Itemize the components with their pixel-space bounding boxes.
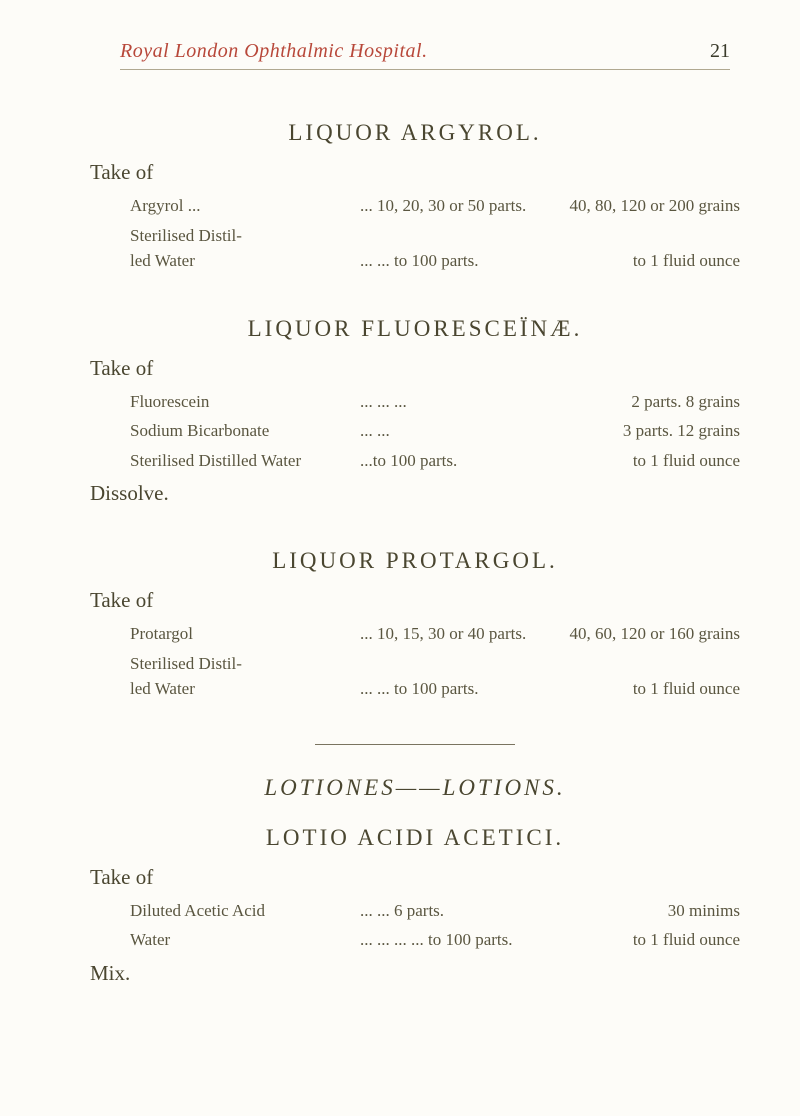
- ingredient-name: Diluted Acetic Acid: [130, 898, 360, 924]
- section-protargol: LIQUOR PROTARGOL. Take of Protargol ... …: [90, 548, 740, 702]
- ingredient-mid: ... ... to 100 parts.: [360, 248, 540, 274]
- ingredient-name: Water: [130, 927, 360, 953]
- ingredient-right: 40, 60, 120 or 160 grains: [540, 621, 740, 647]
- take-of-lotio: Take of: [90, 865, 740, 890]
- ingredient-right: 30 minims: [540, 898, 740, 924]
- section-title-protargol: LIQUOR PROTARGOL.: [90, 548, 740, 574]
- ingredient-name: Sterilised Distil- led Water: [130, 223, 360, 274]
- dissolve-label: Dissolve.: [90, 481, 740, 506]
- recipe-line: Fluorescein ... ... ... 2 parts. 8 grain…: [130, 389, 740, 415]
- recipe-line: Water ... ... ... ... to 100 parts. to 1…: [130, 927, 740, 953]
- take-of-fluorescein: Take of: [90, 356, 740, 381]
- recipe-line: Sodium Bicarbonate ... ... 3 parts. 12 g…: [130, 418, 740, 444]
- ingredient-mid: ... ... 6 parts.: [360, 898, 540, 924]
- section-title-argyrol: LIQUOR ARGYROL.: [90, 120, 740, 146]
- recipe-line: Argyrol ... ... 10, 20, 30 or 50 parts. …: [130, 193, 740, 219]
- section-title-fluorescein: LIQUOR FLUORESCEÏNÆ.: [90, 316, 740, 342]
- lotiones-heading: LOTIONES——LOTIONS.: [90, 775, 740, 801]
- ingredient-dots: ... ...: [360, 418, 540, 444]
- ingredient-right: 2 parts. 8 grains: [540, 389, 740, 415]
- ingredient-right: to 1 fluid ounce: [540, 248, 740, 274]
- section-argyrol: LIQUOR ARGYROL. Take of Argyrol ... ... …: [90, 120, 740, 274]
- recipe-line: Diluted Acetic Acid ... ... 6 parts. 30 …: [130, 898, 740, 924]
- ingredient-mid: ... 10, 15, 30 or 40 parts.: [360, 621, 540, 647]
- take-of-protargol: Take of: [90, 588, 740, 613]
- recipe-line: Sterilised Distil- led Water ... ... to …: [130, 223, 740, 274]
- ingredient-name: Sterilised Distil- led Water: [130, 651, 360, 702]
- ingredient-name: Fluorescein: [130, 389, 360, 415]
- ingredient-mid: ... 10, 20, 30 or 50 parts.: [360, 193, 540, 219]
- ingredient-mid: ... ... to 100 parts.: [360, 676, 540, 702]
- ingredient-right: to 1 fluid ounce: [540, 448, 740, 474]
- ingredient-right: to 1 fluid ounce: [540, 927, 740, 953]
- recipe-line: Protargol ... 10, 15, 30 or 40 parts. 40…: [130, 621, 740, 647]
- recipe-line: Sterilised Distilled Water ...to 100 par…: [130, 448, 740, 474]
- section-fluorescein: LIQUOR FLUORESCEÏNÆ. Take of Fluorescein…: [90, 316, 740, 507]
- section-separator: [315, 744, 515, 745]
- mix-label: Mix.: [90, 961, 740, 986]
- ingredient-dots: ...to 100 parts.: [360, 448, 540, 474]
- running-title: Royal London Ophthalmic Hospital.: [120, 40, 428, 63]
- take-of-argyrol: Take of: [90, 160, 740, 185]
- ingredient-dots: ... ... ...: [360, 389, 540, 415]
- page-number: 21: [710, 40, 730, 63]
- ingredient-name: Argyrol ...: [130, 193, 360, 219]
- ingredient-right: to 1 fluid ounce: [540, 676, 740, 702]
- ingredient-mid: ... ... ... ... to 100 parts.: [360, 927, 540, 953]
- recipe-line: Sterilised Distil- led Water ... ... to …: [130, 651, 740, 702]
- ingredient-name: Sterilised Distilled Water: [130, 448, 360, 474]
- ingredient-right: 3 parts. 12 grains: [540, 418, 740, 444]
- section-lotio-acetici: LOTIO ACIDI ACETICI. Take of Diluted Ace…: [90, 825, 740, 986]
- ingredient-name: Protargol: [130, 621, 360, 647]
- ingredient-right: 40, 80, 120 or 200 grains: [540, 193, 740, 219]
- section-title-lotio: LOTIO ACIDI ACETICI.: [90, 825, 740, 851]
- ingredient-name: Sodium Bicarbonate: [130, 418, 360, 444]
- page-header: Royal London Ophthalmic Hospital. 21: [120, 40, 730, 70]
